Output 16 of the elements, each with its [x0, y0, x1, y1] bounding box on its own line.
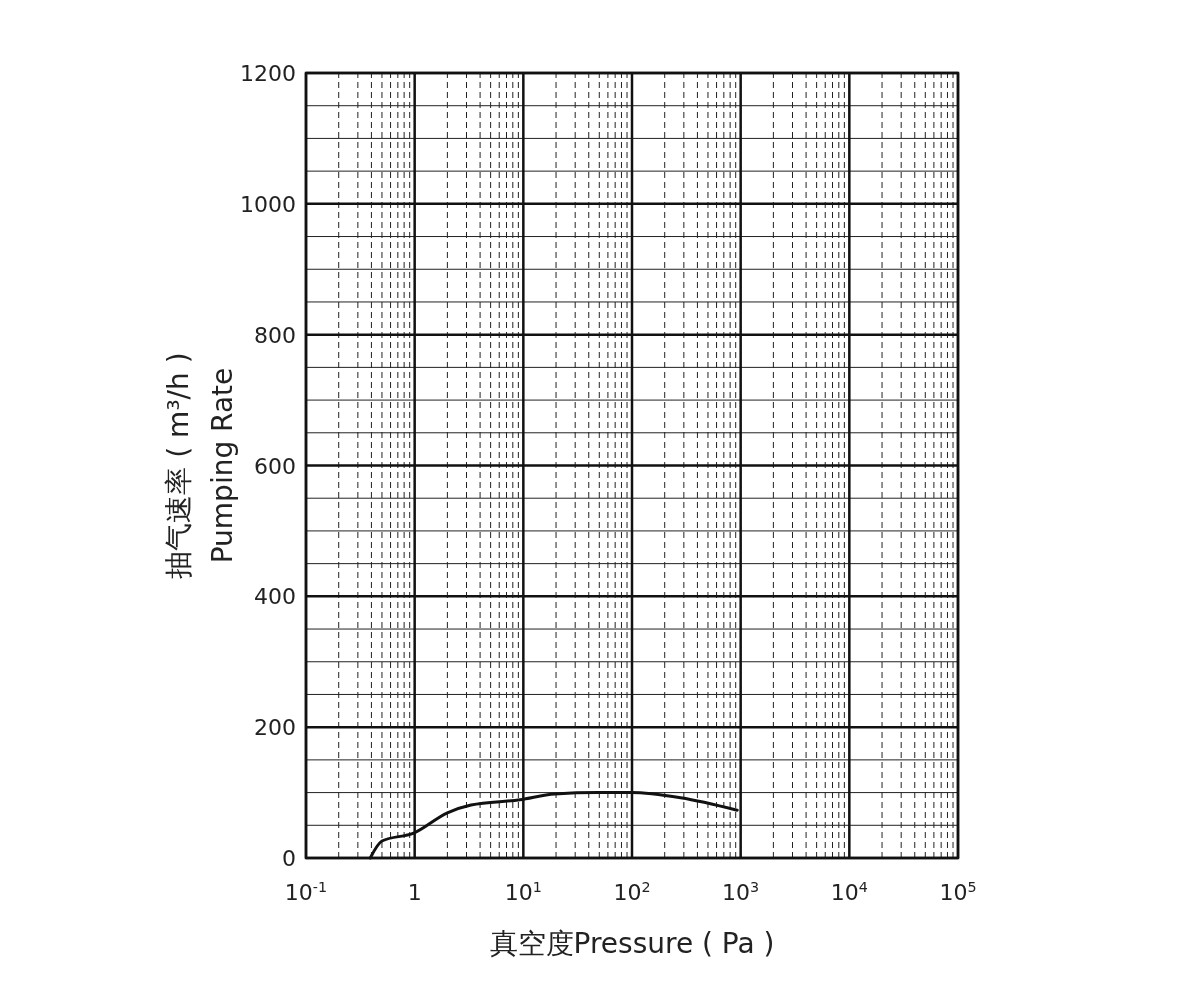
y-tick-label: 0: [282, 846, 296, 871]
x-tick-label: 10$^{-1}$: [284, 879, 328, 905]
x-tick-label: 10$^{1}$: [504, 879, 542, 905]
x-tick-label: 10$^{5}$: [939, 879, 977, 905]
y-tick-label: 600: [254, 453, 296, 479]
y-tick-label: 800: [254, 322, 296, 348]
y-tick-label: 200: [254, 715, 296, 741]
x-tick-label: 10$^{4}$: [830, 879, 868, 905]
x-tick-label: 10$^{3}$: [722, 879, 760, 905]
y-tick-label: 1200: [240, 61, 296, 86]
y-tick-label: 400: [254, 584, 296, 610]
x-tick-label: 10$^{2}$: [613, 879, 651, 905]
y-axis-title: 抽气速率 ( m³/h ) Pumping Rate: [162, 352, 239, 579]
x-axis-title: 真空度Pressure ( Pa ): [489, 927, 775, 960]
y-tick-label: 1000: [240, 191, 296, 217]
x-tick-label: 1: [407, 880, 422, 905]
